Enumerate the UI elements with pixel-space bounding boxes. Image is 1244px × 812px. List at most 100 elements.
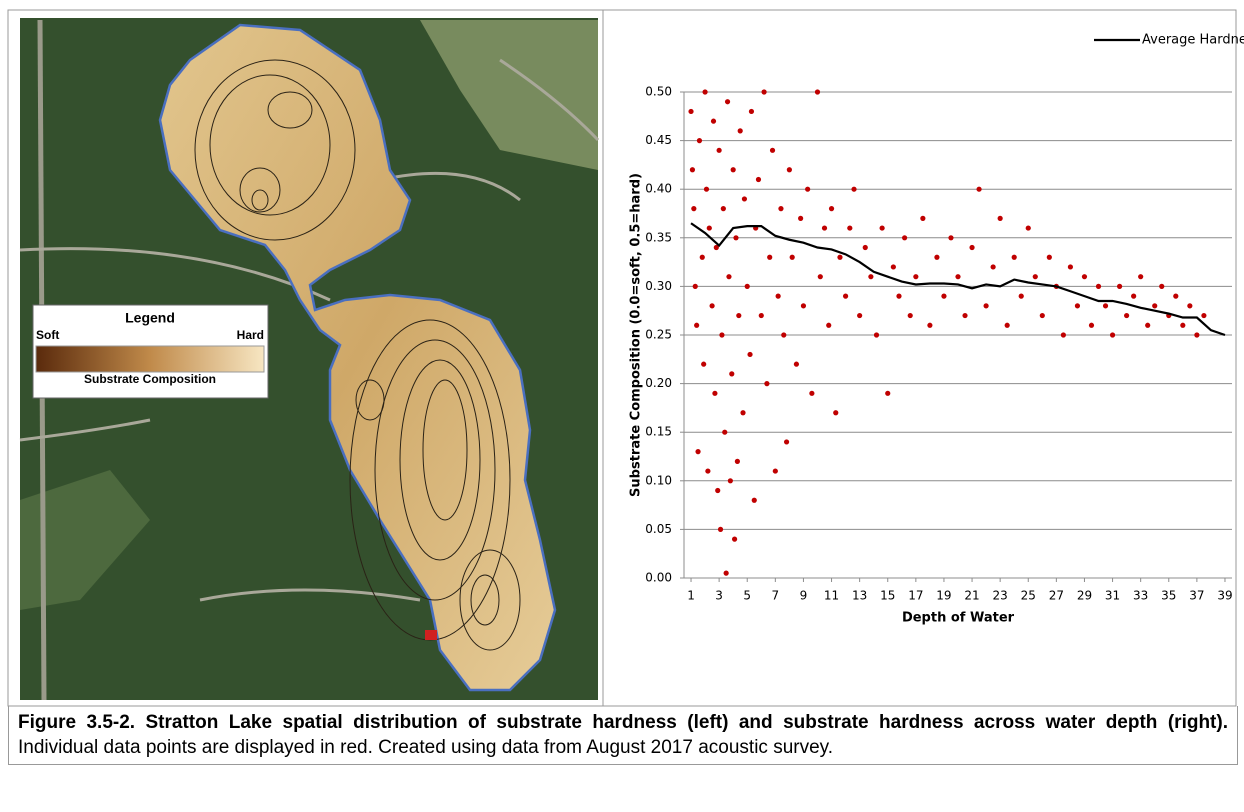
data-point [712,390,718,396]
data-point [826,322,832,328]
data-point [1180,322,1186,328]
data-point [842,293,849,299]
road [19,58,600,602]
data-point [990,264,996,270]
data-point [695,449,701,455]
data-point [862,244,868,251]
x-tick-label: 1 [687,589,695,603]
y-tick-label: 0.40 [645,182,672,196]
data-point [767,254,773,260]
data-point [948,235,954,241]
x-tick-label: 37 [1189,589,1204,603]
data-point [890,264,896,270]
data-point [814,89,821,95]
x-tick-label: 31 [1105,589,1120,603]
data-point [734,458,740,464]
x-tick-label: 9 [800,589,808,603]
chart: 0.00 0.05 0.10 0.15 0.20 0.25 0.30 0.35 0.40 0.45… [629,33,1244,626]
data-point [857,312,863,319]
data-point [713,244,719,251]
data-point [934,254,940,260]
data-point [907,312,913,319]
x-tick-label: 29 [1077,589,1092,603]
map: Legend Soft Hard Substrate Composition [19,18,600,701]
data-point [805,186,811,192]
data-point [837,254,843,260]
data-point [1201,312,1207,319]
legend-bar [35,345,265,373]
data-point [851,186,857,192]
data-point [694,322,700,328]
data-point [710,118,717,124]
data-point [1060,332,1066,338]
data-point [691,206,697,212]
data-point [997,215,1003,221]
data-point [720,206,726,212]
legend-label: Average Hardness [1142,33,1244,48]
data-point [741,196,748,202]
data-point [879,225,885,231]
legend-hard: Hard [237,328,264,342]
y-tick-label: 0.25 [645,328,672,342]
data-point [976,186,982,192]
data-point [1095,283,1102,289]
data-point [1046,254,1052,260]
y-tick-label: 0.00 [645,571,672,585]
data-point [716,147,722,153]
caption-text: Individual data points are displayed in … [18,737,834,758]
x-tick-label: 19 [936,589,951,603]
data-point [955,274,961,280]
data-point [733,235,739,241]
y-tick-label: 0.10 [645,473,672,487]
data-point [719,332,725,338]
data-point [1152,303,1158,309]
data-point [729,371,735,377]
y-tick-label: 0.45 [645,133,672,147]
data-point [847,225,853,231]
data-point [751,497,757,503]
x-tick-label: 7 [772,589,780,603]
x-tick-label: 23 [993,589,1008,603]
x-tick-label: 3 [715,589,723,603]
y-tick-label: 0.50 [645,85,672,99]
data-point [778,206,784,212]
data-point [689,167,696,173]
data-point [731,536,738,542]
y-tick-label: 0.35 [645,230,672,244]
data-point [769,147,776,153]
data-point [1088,322,1095,328]
data-point [1102,303,1109,309]
data-point [781,332,787,338]
average-line [690,222,1226,337]
data-point [789,254,795,260]
data-point [709,303,715,309]
figure-border [7,9,1237,707]
marker [425,630,437,640]
data-point [809,390,815,396]
contours [194,59,521,651]
data-point [748,108,755,115]
data-point [821,225,828,231]
x-tick-label: 5 [743,589,751,603]
data-point [696,138,703,144]
y-axis-title: Substrate Composition (0.0=soft, 0.5=har… [629,173,644,497]
data-point [828,206,835,212]
data-point [726,274,732,280]
data-point [927,322,933,328]
data-point [1131,293,1137,299]
data-point [1081,274,1088,280]
data-point [833,410,839,416]
data-point [798,215,804,221]
x-tick-label: 27 [1049,589,1064,603]
legend-soft: Soft [36,328,59,342]
x-tick-label: 17 [908,589,923,603]
data-point [1116,283,1123,289]
data-point [1145,322,1151,328]
data-point [722,429,728,435]
data-point [1018,293,1024,299]
data-point [705,468,711,474]
data-point [1187,303,1193,309]
data-point [913,274,919,280]
data-point [715,487,721,494]
legend-title: Legend [125,310,175,326]
